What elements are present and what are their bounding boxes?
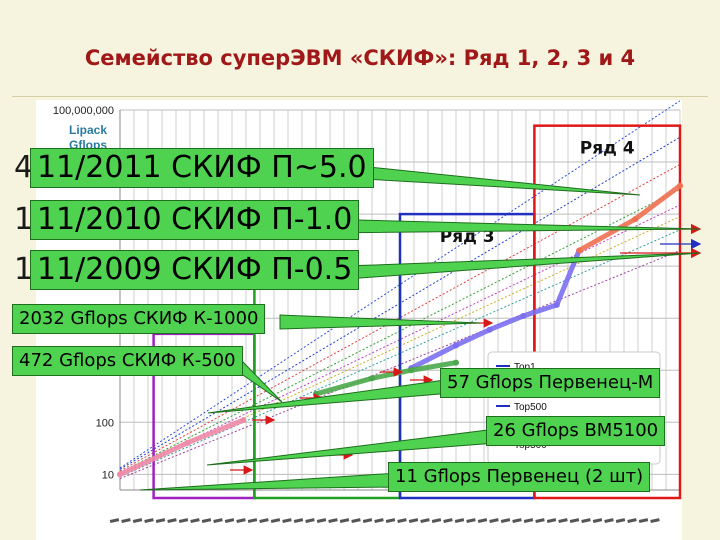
trend-line xyxy=(119,204,681,475)
trend-line xyxy=(119,250,681,480)
x-tick-mark xyxy=(500,518,511,523)
x-tick-mark xyxy=(374,518,384,523)
slide-title: Семейство суперЭВМ «СКИФ»: Ряд 1, 2, 3 и… xyxy=(84,46,636,70)
x-tick-mark xyxy=(385,518,396,523)
y-tick-label: 10 xyxy=(102,469,114,481)
x-tick-mark xyxy=(546,518,557,523)
x-tick-mark xyxy=(604,518,614,523)
callout-label: 11/2009 СКИФ П-0.5 xyxy=(30,250,360,290)
x-tick-mark xyxy=(362,518,373,523)
series-line-1 xyxy=(408,247,582,371)
series-point xyxy=(520,313,527,320)
x-tick-mark xyxy=(512,518,522,523)
x-tick-mark xyxy=(305,518,315,523)
x-tick-mark xyxy=(592,518,603,523)
legend-entry: Top1 xyxy=(514,362,536,373)
x-tick-mark xyxy=(282,518,292,523)
y-tick-label: 100 xyxy=(96,417,114,429)
series-point xyxy=(408,367,415,374)
x-tick-mark xyxy=(420,518,430,523)
x-tick-mark xyxy=(535,518,545,523)
x-tick-mark xyxy=(454,518,465,523)
ghost-digit: 1 xyxy=(14,202,34,237)
series-point xyxy=(632,216,639,223)
x-tick-mark xyxy=(328,518,338,523)
x-tick-mark xyxy=(144,518,154,523)
series-point xyxy=(453,342,459,349)
x-tick-mark xyxy=(236,518,246,523)
callout-label: 57 Gflops Первенец-М xyxy=(440,368,661,398)
series-point xyxy=(486,326,493,333)
x-tick-mark xyxy=(224,518,235,523)
callout-label: 11/2011 СКИФ П~5.0 xyxy=(30,148,374,188)
x-tick-mark xyxy=(178,518,189,523)
x-tick-mark xyxy=(167,518,177,523)
x-tick-mark xyxy=(293,518,304,523)
series-region-label: Ряд 4 xyxy=(580,139,635,159)
x-tick-mark xyxy=(270,518,281,523)
series-line-2 xyxy=(313,360,459,397)
callout-label: 26 Gflops ВМ5100 xyxy=(486,416,666,446)
x-tick-mark xyxy=(408,518,419,523)
callout-pointer xyxy=(279,314,481,330)
callout-label: 472 Gflops СКИФ К-500 xyxy=(12,346,243,376)
x-tick-mark xyxy=(627,518,637,523)
x-tick-mark xyxy=(650,518,660,523)
legend-entry: Top500 xyxy=(514,402,547,413)
x-tick-mark xyxy=(109,518,120,523)
y-tick-label: 100,000,000 xyxy=(53,105,114,117)
x-tick-mark xyxy=(397,518,407,523)
series-point xyxy=(117,471,123,478)
series-point xyxy=(553,301,560,308)
callout-label: 11 Gflops Первенец (2 шт) xyxy=(388,462,651,492)
trend-line xyxy=(119,163,681,472)
x-tick-mark xyxy=(201,518,212,523)
x-tick-mark xyxy=(247,518,258,523)
x-tick-mark xyxy=(431,518,442,523)
series-point xyxy=(184,439,191,446)
x-tick-mark xyxy=(489,518,499,523)
x-tick-mark xyxy=(466,518,476,523)
x-tick-mark xyxy=(558,518,568,523)
series-point xyxy=(576,247,583,254)
series-lines xyxy=(117,182,683,478)
x-tick-mark xyxy=(132,518,143,523)
callout-label: 11/2010 СКИФ П-1.0 xyxy=(30,200,360,240)
x-tick-mark xyxy=(443,518,453,523)
callout-label: 2032 Gflops СКИФ К-1000 xyxy=(12,304,266,334)
x-tick-mark xyxy=(213,518,223,523)
y-axis-label: Lipack xyxy=(69,123,107,137)
x-tick-mark xyxy=(477,518,488,523)
title-divider xyxy=(12,96,708,97)
x-tick-mark xyxy=(339,518,350,523)
x-tick-mark xyxy=(569,518,580,523)
x-tick-mark xyxy=(316,518,327,523)
series-point xyxy=(240,417,247,424)
x-tick-mark xyxy=(615,518,626,523)
x-tick-mark xyxy=(581,518,591,523)
x-tick-labels xyxy=(109,518,660,523)
x-tick-mark xyxy=(351,518,361,523)
x-tick-mark xyxy=(259,518,269,523)
ghost-digit: 1 xyxy=(14,252,34,287)
x-tick-mark xyxy=(638,518,649,523)
x-tick-mark xyxy=(121,518,131,523)
series-point xyxy=(313,390,319,397)
series-point xyxy=(677,182,683,189)
x-tick-mark xyxy=(155,518,166,523)
ghost-digit: 4 xyxy=(14,150,34,185)
x-tick-mark xyxy=(523,518,534,523)
series-point xyxy=(453,359,459,366)
series-point xyxy=(369,375,375,382)
x-tick-mark xyxy=(190,518,200,523)
